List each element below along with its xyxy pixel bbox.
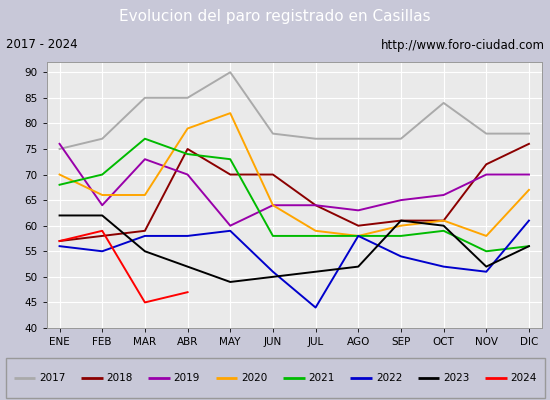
Text: 2021: 2021 [309, 373, 335, 383]
Text: http://www.foro-ciudad.com: http://www.foro-ciudad.com [381, 38, 544, 52]
Text: 2020: 2020 [241, 373, 267, 383]
Text: 2019: 2019 [174, 373, 200, 383]
Text: Evolucion del paro registrado en Casillas: Evolucion del paro registrado en Casilla… [119, 8, 431, 24]
Text: 2018: 2018 [106, 373, 133, 383]
Text: 2024: 2024 [510, 373, 537, 383]
Text: 2022: 2022 [376, 373, 402, 383]
Text: 2017 - 2024: 2017 - 2024 [6, 38, 77, 52]
Text: 2023: 2023 [443, 373, 470, 383]
Text: 2017: 2017 [39, 373, 65, 383]
